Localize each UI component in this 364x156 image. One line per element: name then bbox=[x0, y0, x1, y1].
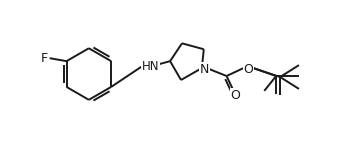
Text: N: N bbox=[200, 63, 210, 76]
Text: O: O bbox=[244, 63, 253, 76]
Text: HN: HN bbox=[142, 60, 159, 73]
Text: F: F bbox=[41, 52, 48, 65]
Text: O: O bbox=[230, 89, 241, 102]
